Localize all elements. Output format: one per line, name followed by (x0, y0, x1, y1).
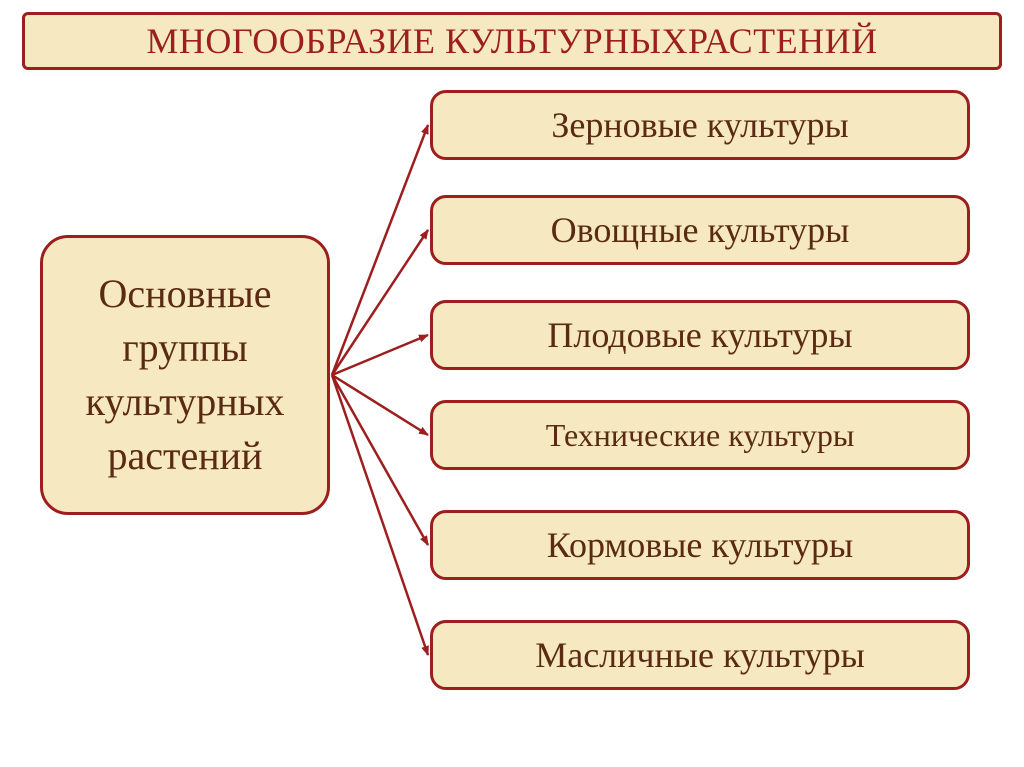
arrow-edge (332, 375, 428, 545)
category-node: Зерновые культуры (430, 90, 970, 160)
arrow-edge (332, 230, 428, 375)
main-node: Основныегруппыкультурныхрастений (40, 235, 330, 515)
category-node: Кормовые культуры (430, 510, 970, 580)
diagram-title: МНОГООБРАЗИЕ КУЛЬТУРНЫХРАСТЕНИЙ (22, 12, 1002, 70)
arrow-edge (332, 375, 428, 435)
arrow-edge (332, 335, 428, 375)
category-node: Технические культуры (430, 400, 970, 470)
category-node: Овощные культуры (430, 195, 970, 265)
arrow-edge (332, 125, 428, 375)
category-node: Плодовые культуры (430, 300, 970, 370)
arrow-edge (332, 375, 428, 655)
category-node: Масличные культуры (430, 620, 970, 690)
